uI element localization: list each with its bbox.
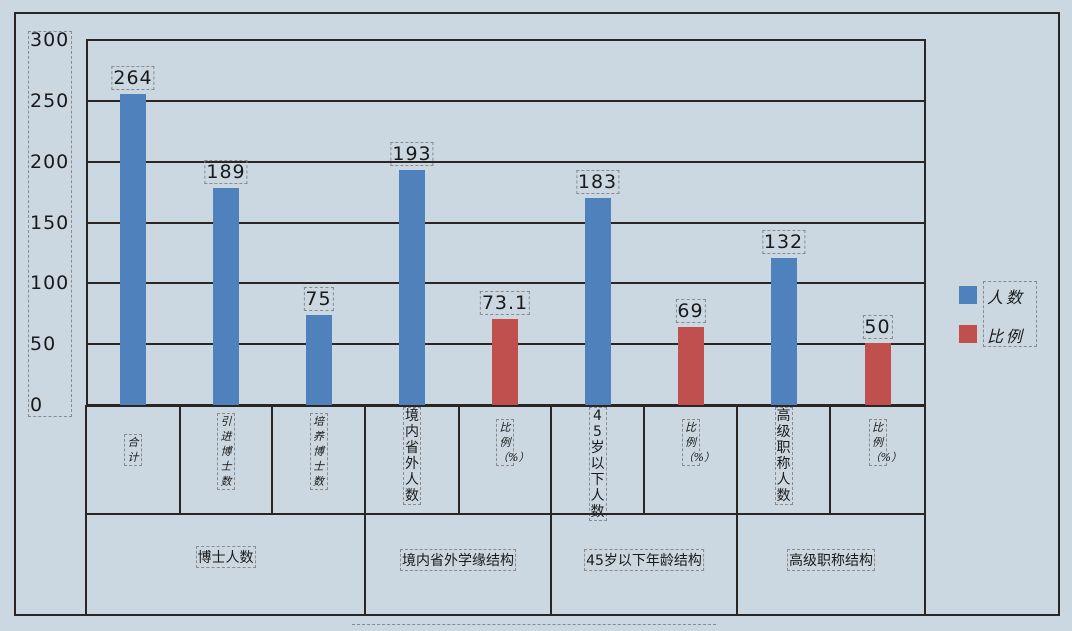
- y-tick-label: 150: [30, 211, 70, 234]
- group-label: 博士人数: [195, 546, 256, 568]
- category-label: 比例（%）: [496, 419, 530, 466]
- table-top-line: [86, 405, 926, 407]
- bar-ratio: [492, 319, 518, 405]
- category-label: 合计: [124, 434, 142, 466]
- gridline: [86, 39, 926, 41]
- y-axis-label-box: [28, 31, 72, 417]
- empty-title-placeholder: [352, 624, 716, 631]
- category-label: 培养博士数: [309, 413, 328, 490]
- value-label: 132: [761, 230, 806, 254]
- group-label: 高级职称结构: [787, 549, 875, 571]
- table-column-line: [85, 405, 87, 616]
- bar-people: [305, 315, 332, 405]
- value-label: 183: [575, 170, 620, 194]
- gridline: [86, 160, 926, 163]
- category-label: 比例（%）: [868, 419, 902, 466]
- group-label: 境内省外学缘结构: [400, 549, 516, 571]
- table-column-line: [924, 405, 926, 616]
- y-tick-label: 100: [30, 272, 70, 295]
- value-label: 189: [204, 160, 248, 184]
- bar-ratio: [864, 343, 891, 405]
- legend-label-ratio: 比例: [987, 327, 1026, 346]
- y-tick-label: 50: [30, 333, 57, 356]
- legend-swatch-ratio: [959, 325, 977, 343]
- y-tick-label: 250: [30, 89, 70, 112]
- y-tick-label: 200: [30, 150, 70, 173]
- bar-people: [399, 170, 425, 405]
- table-column-line: [179, 405, 181, 513]
- gridline: [86, 282, 926, 285]
- bar-people: [770, 258, 797, 405]
- value-label: 69: [675, 299, 706, 323]
- table-column-line: [364, 405, 366, 616]
- table-column-line: [643, 405, 645, 513]
- category-label: 境内省外人数: [403, 407, 421, 505]
- value-label: 264: [111, 66, 155, 90]
- value-label: 73.1: [479, 291, 531, 315]
- table-column-line: [458, 405, 460, 513]
- y-tick-label: 300: [30, 29, 70, 51]
- legend-label-people: 人数: [987, 288, 1026, 307]
- legend-swatch-people: [959, 286, 977, 304]
- value-label: 50: [862, 315, 893, 339]
- table-column-line: [271, 405, 273, 513]
- table-column-line: [829, 405, 831, 513]
- value-label: 75: [303, 287, 334, 311]
- value-label: 193: [390, 142, 434, 166]
- table-column-line: [550, 405, 552, 616]
- group-label: 45岁以下年龄结构: [584, 549, 704, 571]
- category-label: 引进博士数: [217, 413, 235, 490]
- chart-frame: [14, 12, 1060, 616]
- bar-people: [584, 198, 611, 405]
- y-tick-label: 0: [30, 394, 44, 416]
- category-label: 45岁以下人数: [588, 407, 607, 521]
- category-label: 比例（%）: [681, 419, 715, 466]
- bar-people: [120, 94, 146, 405]
- bar-people: [213, 188, 239, 405]
- table-column-line: [736, 405, 738, 616]
- legend-text-box: [983, 281, 1037, 347]
- gridline: [86, 221, 926, 224]
- gridline: [86, 99, 926, 102]
- table-divider: [86, 513, 926, 515]
- category-label: 高级职称人数: [774, 407, 793, 505]
- bar-ratio: [677, 327, 704, 405]
